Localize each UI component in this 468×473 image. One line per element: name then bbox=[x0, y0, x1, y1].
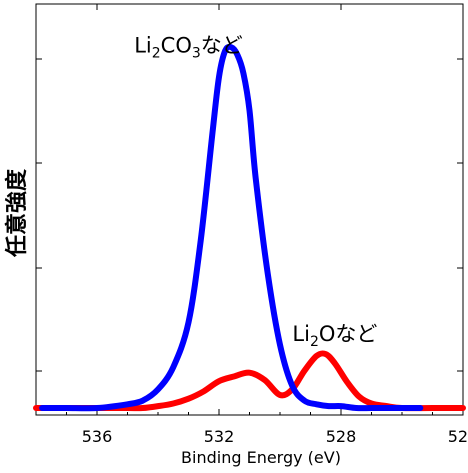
y-ticks bbox=[36, 58, 463, 372]
x-tick-label-524: 524 bbox=[448, 427, 468, 446]
x-axis-title: Binding Energy (eV) bbox=[181, 448, 341, 467]
y-axis-title: 任意強度 bbox=[4, 168, 30, 258]
x-ticks: 536 532 528 524 bbox=[66, 4, 468, 446]
x-tick-label-528: 528 bbox=[326, 427, 357, 446]
series-line-red bbox=[33, 350, 466, 412]
x-tick-label-536: 536 bbox=[82, 427, 113, 446]
annotation-li2co3: Li2CO3など bbox=[134, 34, 243, 62]
x-tick-label-532: 532 bbox=[204, 427, 235, 446]
annotation-li2o: Li2Oなど bbox=[292, 322, 377, 350]
plot-frame bbox=[35, 3, 464, 416]
annotation-layer: Li2CO3など Li2Oなど bbox=[134, 34, 377, 350]
series-line-blue bbox=[39, 43, 424, 412]
series-layer bbox=[33, 43, 466, 412]
